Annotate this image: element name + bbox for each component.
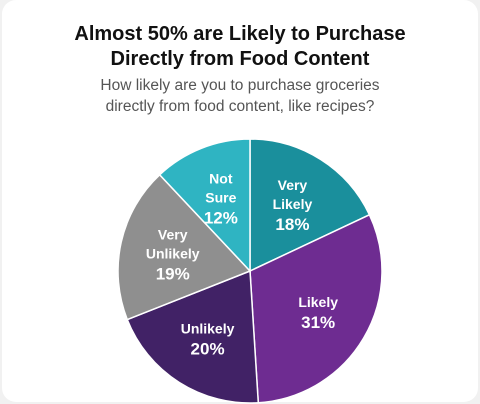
pie-slice-label: Unlikely: [181, 320, 235, 336]
pie-slice-label: Likely: [298, 294, 338, 310]
pie-slice-value: 12%: [204, 208, 238, 227]
chart-title: Almost 50% are Likely to Purchase Direct…: [2, 22, 478, 72]
pie-slice-label: Not: [209, 170, 233, 186]
pie-slice-unlikely: [126, 269, 260, 404]
pie-slice-label: Unlikely: [146, 246, 200, 262]
pie-label-group: Unlikely 20%: [181, 320, 235, 358]
pie-slice-not-sure: [158, 138, 251, 273]
pie-slice-value: 18%: [275, 215, 309, 234]
pie-slice-label: Likely: [273, 196, 313, 212]
pie-label-group: Very Likely 18%: [273, 177, 313, 234]
pie-slice-label: Very: [278, 177, 308, 193]
pie-slice-value: 31%: [301, 313, 335, 332]
pie-label-group: Very Unlikely 19%: [146, 227, 200, 284]
chart-title-line-1: Almost 50% are Likely to Purchase: [74, 23, 406, 45]
pie-label-group: Not Sure 12%: [204, 170, 238, 227]
pie-slice-very-unlikely: [117, 173, 252, 321]
pie-slice-likely: [249, 213, 383, 404]
chart-subtitle-line-1: How likely are you to purchase groceries: [100, 77, 380, 94]
chart-subtitle-line-2: directly from food content, like recipes…: [105, 98, 375, 115]
pie-slice-label: Very: [158, 227, 188, 243]
pie-slice-very-likely: [249, 138, 371, 273]
pie-slice-label: Sure: [205, 189, 236, 205]
pie-slice-value: 20%: [191, 339, 225, 358]
pie-label-group: Likely 31%: [298, 294, 338, 332]
chart-subtitle: How likely are you to purchase groceries…: [2, 75, 478, 117]
chart-title-line-2: Directly from Food Content: [110, 48, 370, 70]
pie-slice-value: 19%: [156, 265, 190, 284]
